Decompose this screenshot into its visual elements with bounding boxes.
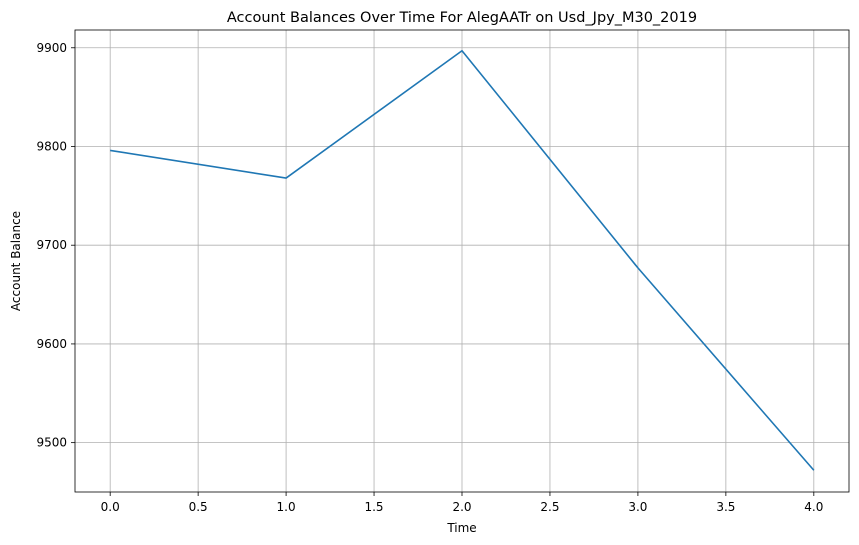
axis-ticks: 0.0 0.5 1.0 1.5 2.0 2.5 3.0 3.5 4.0 9500 9600 9700 9… (36, 41, 823, 514)
x-tick-label: 0.0 (101, 500, 120, 514)
x-tick-label: 1.5 (364, 500, 383, 514)
y-tick-label: 9500 (36, 436, 67, 450)
x-tick-label: 4.0 (804, 500, 823, 514)
grid (75, 30, 849, 492)
y-tick-label: 9900 (36, 41, 67, 55)
series-group (110, 49, 815, 471)
x-tick-label: 0.5 (189, 500, 208, 514)
y-tick-label: 9800 (36, 139, 67, 153)
x-tick-label: 1.0 (277, 500, 296, 514)
x-axis-label: Time (446, 521, 476, 535)
chart-title: Account Balances Over Time For AlegAATr … (227, 10, 697, 26)
x-tick-label: 2.0 (452, 500, 471, 514)
y-tick-label: 9600 (36, 337, 67, 351)
y-axis-label: Account Balance (9, 211, 23, 311)
y-tick-label: 9700 (36, 238, 67, 252)
x-tick-label: 3.5 (716, 500, 735, 514)
x-tick-label: 3.0 (628, 500, 647, 514)
x-tick-label: 2.5 (540, 500, 559, 514)
